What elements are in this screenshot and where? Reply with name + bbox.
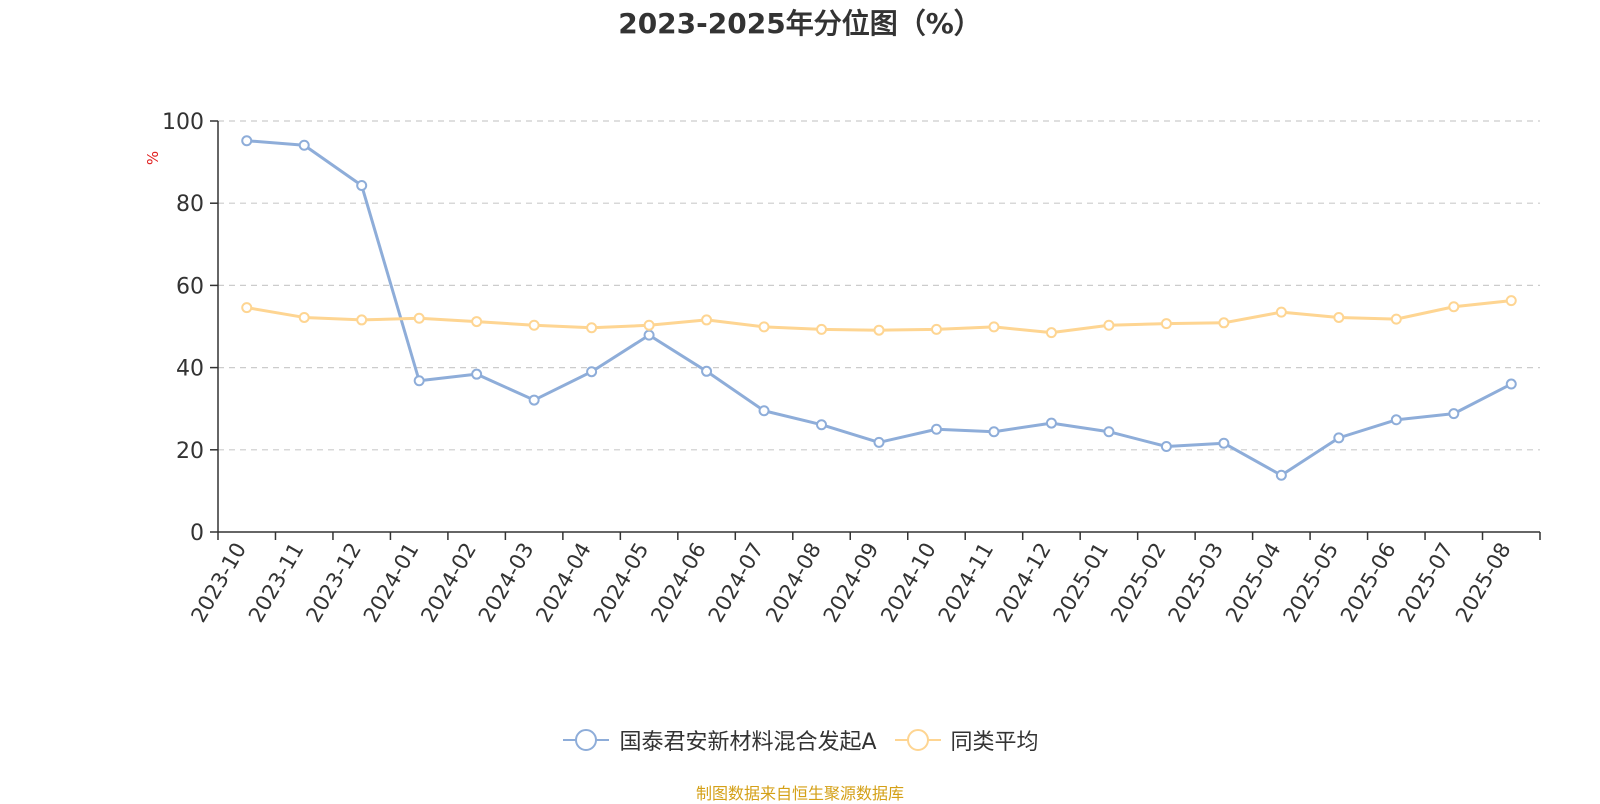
x-tick-label: 2025-03 xyxy=(1164,539,1229,627)
data-point-series-2 xyxy=(1333,311,1345,323)
x-tick-label: 2025-04 xyxy=(1221,539,1286,627)
axes: 0 20 40 60 80 100 2023-102023-112023-122024-01… xyxy=(162,110,1541,627)
data-points xyxy=(241,135,1517,481)
y-tick-label: 40 xyxy=(176,357,204,382)
series-lines xyxy=(246,139,1512,477)
data-point-series-2 xyxy=(988,321,1000,333)
data-point-series-1 xyxy=(298,139,310,151)
x-tick-label: 2024-04 xyxy=(531,539,596,627)
x-tick-label: 2024-06 xyxy=(646,539,711,627)
x-tick-label: 2023-11 xyxy=(244,539,309,627)
legend-item-series-a[interactable]: 国泰君安新材料混合发起A xyxy=(561,724,877,756)
data-point-series-1 xyxy=(1103,426,1115,438)
x-tick-label: 2025-01 xyxy=(1049,539,1114,627)
data-point-series-1 xyxy=(241,135,253,147)
x-tick-label: 2024-07 xyxy=(704,539,769,627)
data-point-series-2 xyxy=(1505,295,1517,307)
data-point-series-2 xyxy=(528,319,540,331)
data-point-series-1 xyxy=(816,419,828,431)
data-point-series-1 xyxy=(356,180,368,192)
data-point-series-2 xyxy=(1448,301,1460,313)
data-point-series-2 xyxy=(356,314,368,326)
data-point-series-2 xyxy=(241,302,253,314)
y-tick-label: 80 xyxy=(176,192,204,217)
data-point-series-2 xyxy=(298,311,310,323)
data-point-series-1 xyxy=(643,329,655,341)
x-tick-label: 2024-10 xyxy=(876,539,941,627)
legend: 国泰君安新材料混合发起A 同类平均 xyxy=(0,722,1600,758)
y-tick-label: 60 xyxy=(176,274,204,299)
data-point-series-1 xyxy=(586,366,598,378)
x-tick-label: 2024-12 xyxy=(991,539,1056,627)
data-point-series-1 xyxy=(1505,378,1517,390)
legend-label-series-a: 国泰君安新材料混合发起A xyxy=(619,730,877,755)
x-tick-label: 2024-08 xyxy=(761,539,826,627)
data-point-series-2 xyxy=(930,323,942,335)
data-point-series-2 xyxy=(816,323,828,335)
data-point-series-2 xyxy=(643,319,655,331)
data-point-series-2 xyxy=(758,321,770,333)
data-point-series-1 xyxy=(1218,437,1230,449)
chart-title: 2023-2025年分位图（%） xyxy=(618,7,982,40)
data-point-series-2 xyxy=(1045,327,1057,339)
legend-marker-series-b xyxy=(894,729,941,751)
x-tick-label: 2025-08 xyxy=(1451,539,1516,627)
data-point-series-1 xyxy=(873,436,885,448)
x-tick-label: 2025-06 xyxy=(1336,539,1401,627)
x-tick-label: 2024-03 xyxy=(474,539,539,627)
data-point-series-1 xyxy=(1333,432,1345,444)
data-point-series-1 xyxy=(1390,414,1402,426)
data-point-series-1 xyxy=(988,426,1000,438)
data-point-series-1 xyxy=(1448,408,1460,420)
data-point-series-2 xyxy=(1275,306,1287,318)
data-point-series-1 xyxy=(758,405,770,417)
x-tick-label: 2023-12 xyxy=(301,539,366,627)
data-point-series-2 xyxy=(471,316,483,328)
y-axis-label: % xyxy=(144,151,162,165)
data-point-series-1 xyxy=(413,375,425,387)
legend-marker-series-a xyxy=(563,729,610,751)
x-tick-label: 2023-10 xyxy=(186,539,251,627)
x-tick-label: 2024-11 xyxy=(934,539,999,627)
data-point-series-2 xyxy=(586,322,598,334)
data-point-series-2 xyxy=(701,314,713,326)
data-point-series-1 xyxy=(930,423,942,435)
data-point-series-1 xyxy=(471,368,483,380)
data-point-series-1 xyxy=(528,394,540,406)
data-point-series-1 xyxy=(1160,441,1172,453)
source-note: 制图数据来自恒生聚源数据库 xyxy=(695,784,904,803)
x-tick-label: 2025-02 xyxy=(1106,539,1171,627)
x-tick-label: 2024-02 xyxy=(416,539,481,627)
gridlines xyxy=(218,120,1540,451)
legend-label-series-b: 同类平均 xyxy=(950,730,1039,755)
data-point-series-2 xyxy=(1160,318,1172,330)
x-tick-label: 2025-07 xyxy=(1393,539,1458,627)
x-tick-label: 2024-05 xyxy=(589,539,654,627)
data-point-series-2 xyxy=(873,324,885,336)
line-chart: 0 20 40 60 80 100 2023-102023-112023-122024-01… xyxy=(144,110,1541,627)
data-point-series-2 xyxy=(1103,319,1115,331)
data-point-series-2 xyxy=(1390,313,1402,325)
y-tick-label: 0 xyxy=(190,521,204,546)
data-point-series-2 xyxy=(1218,317,1230,329)
y-tick-label: 20 xyxy=(176,439,204,464)
legend-item-series-b[interactable]: 同类平均 xyxy=(893,724,1039,756)
x-tick-label: 2025-05 xyxy=(1278,539,1343,627)
data-point-series-1 xyxy=(1275,469,1287,481)
data-point-series-1 xyxy=(1045,417,1057,429)
data-point-series-2 xyxy=(413,312,425,324)
x-tick-label: 2024-01 xyxy=(359,539,424,627)
data-point-series-1 xyxy=(701,365,713,377)
y-tick-label: 100 xyxy=(162,110,204,135)
x-tick-label: 2024-09 xyxy=(819,539,884,627)
series-line-1 xyxy=(246,139,1512,477)
